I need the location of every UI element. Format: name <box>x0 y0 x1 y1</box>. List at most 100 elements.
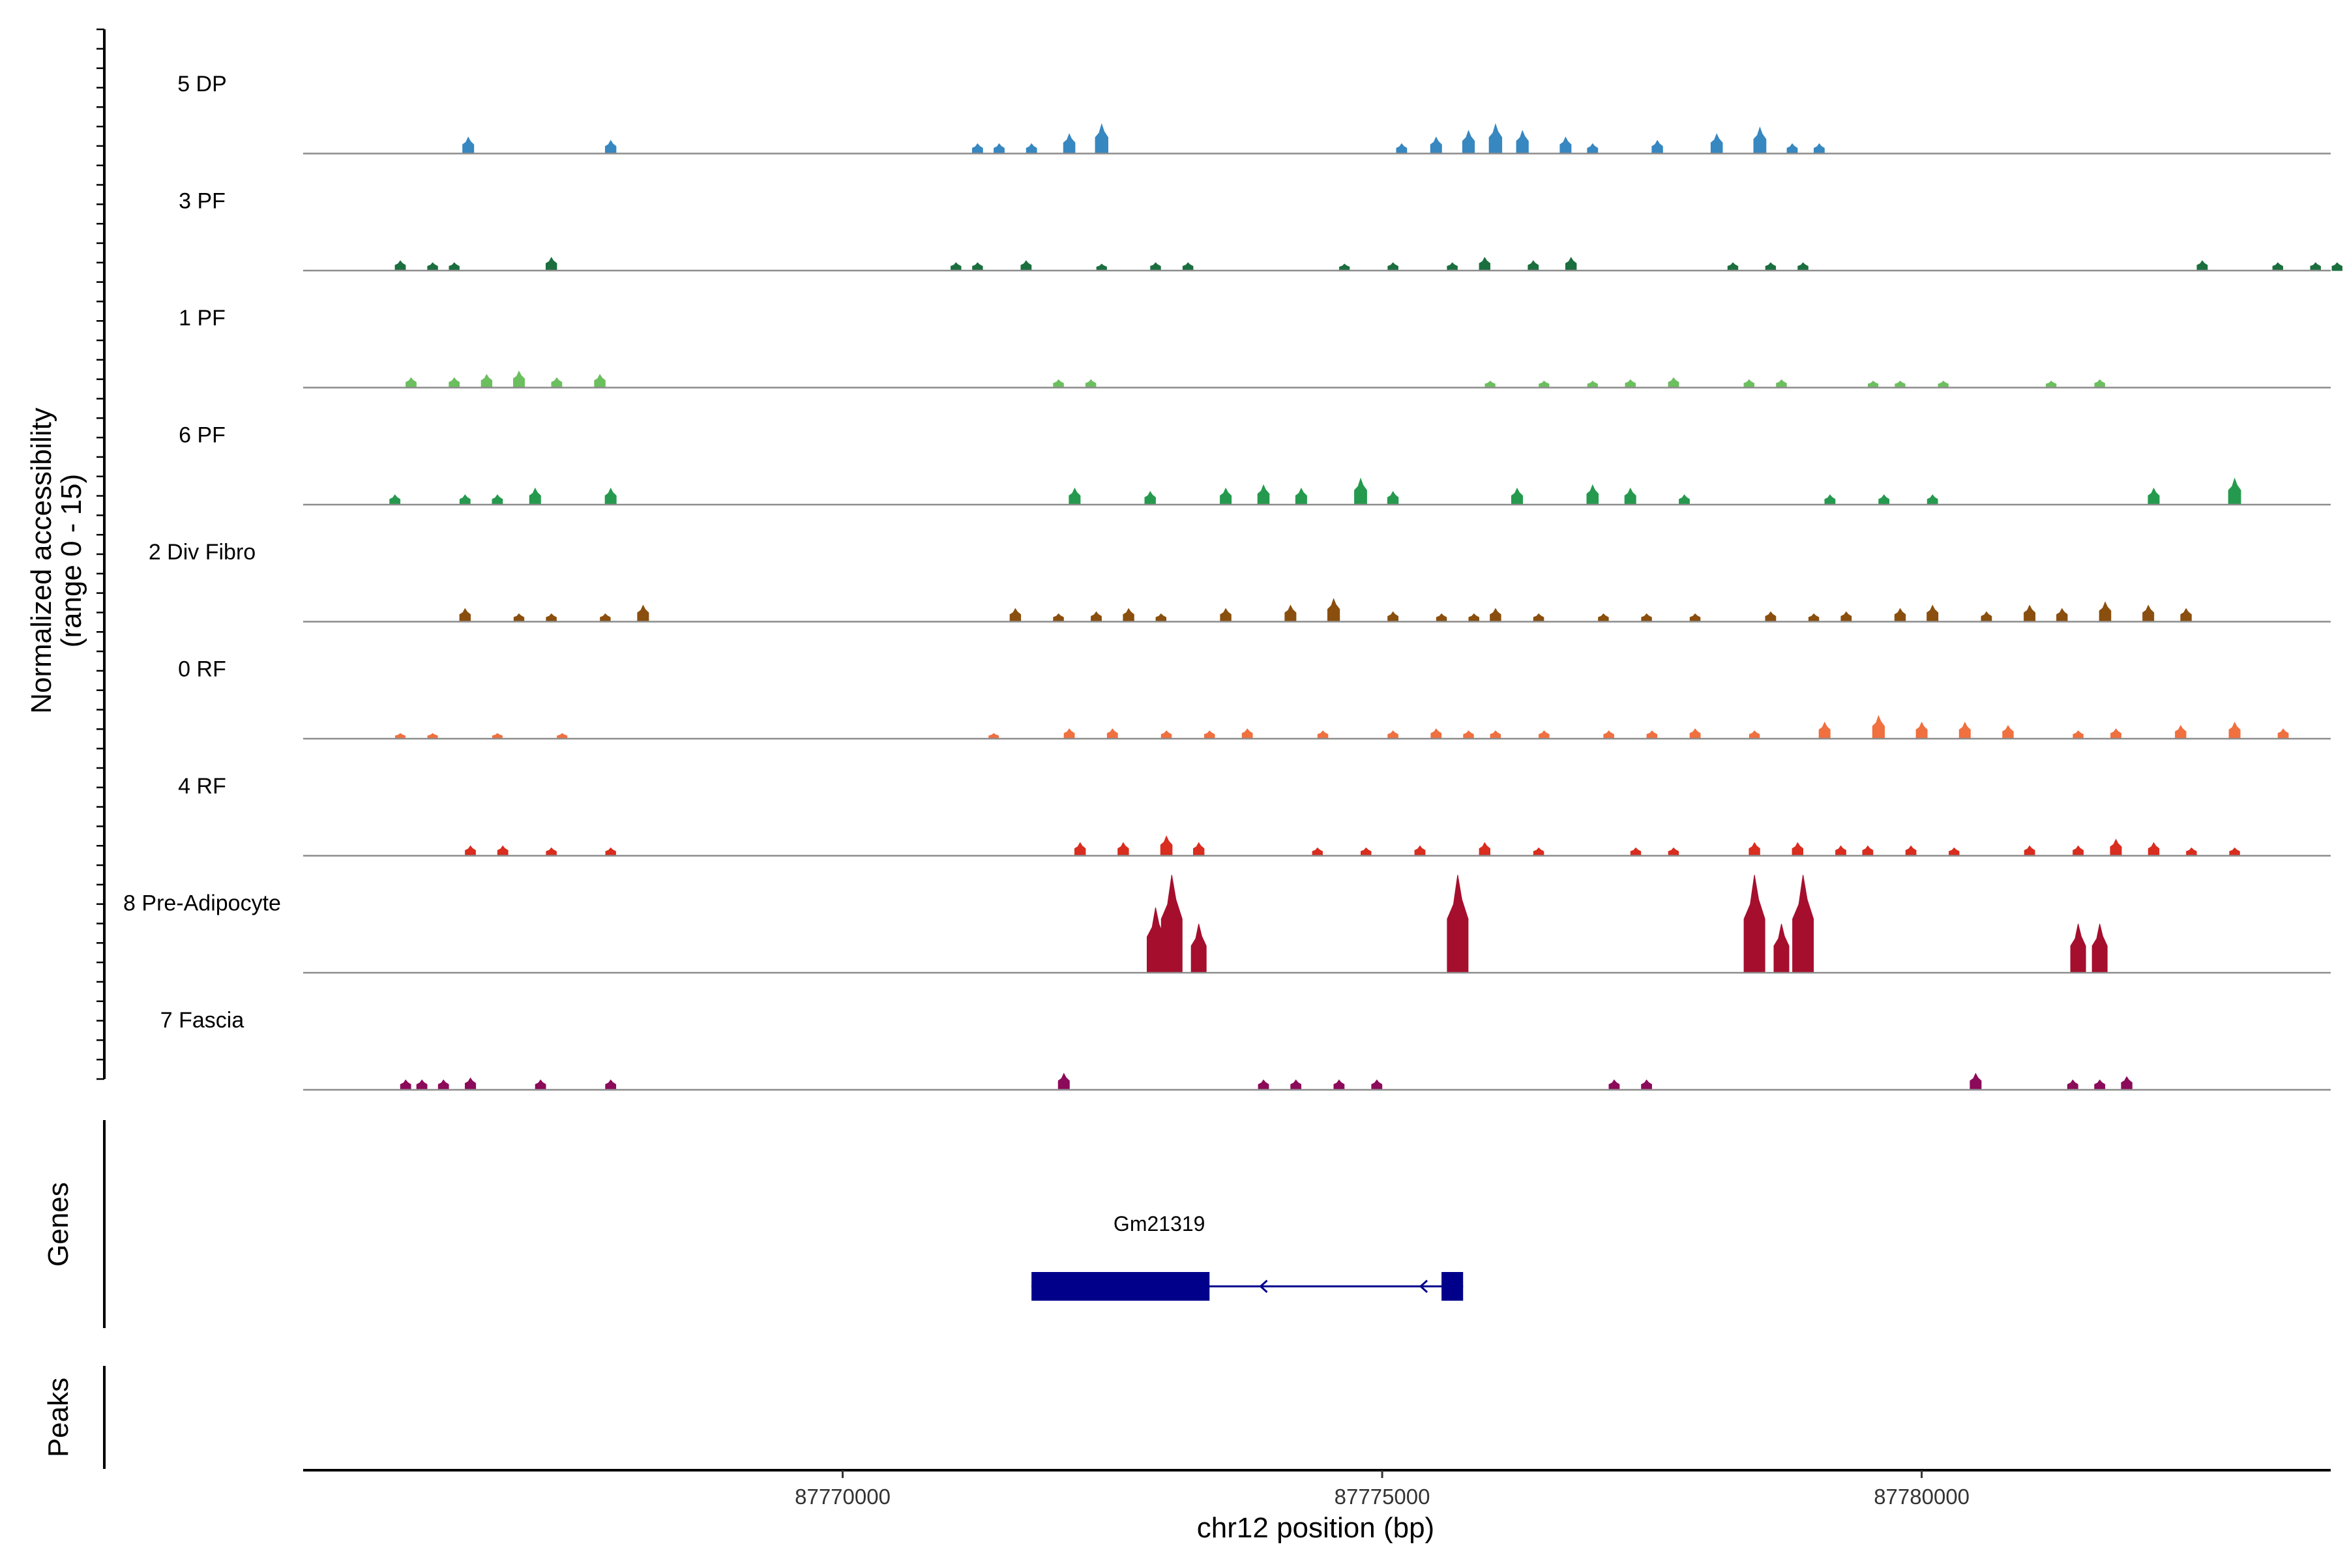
coverage-peak <box>1020 260 1032 271</box>
coverage-peak <box>1290 1079 1302 1090</box>
coverage-peak <box>1862 845 1874 856</box>
coverage-peak <box>1414 845 1426 856</box>
coverage-peak <box>1895 380 1906 388</box>
coverage-peak <box>459 494 471 505</box>
coverage-tracks: 5 DP 3 PF 1 PF 6 PF 2 Div Fibro 0 RF 4 RF 8 Pre… <box>123 72 2342 1091</box>
coverage-peak <box>2110 838 2122 856</box>
coverage-peak <box>1430 728 1442 739</box>
coverage-peak <box>1981 611 1992 622</box>
coverage-peak <box>2142 604 2155 622</box>
coverage-peak <box>2099 601 2112 622</box>
coverage-peak <box>1598 613 1609 622</box>
coverage-peak <box>1053 613 1064 622</box>
coverage-peak <box>594 374 606 388</box>
track-0-rf: 0 RF <box>178 657 2331 740</box>
coverage-peak <box>1430 136 1442 154</box>
coverage-peak <box>1057 1072 1070 1090</box>
coverage-peak <box>1026 143 1037 154</box>
coverage-peak <box>480 374 493 388</box>
track-1-pf: 1 PF <box>179 306 2331 389</box>
y-axis: Normalized accessibility (range 0 - 15) <box>25 28 106 1080</box>
coverage-peak <box>1117 842 1129 856</box>
y-axis-title: Normalized accessibility <box>25 407 57 713</box>
coverage-peak <box>1063 133 1076 154</box>
gene-gm21319: Gm21319 <box>1031 1212 1464 1301</box>
coverage-peak <box>1511 487 1523 505</box>
coverage-peak <box>1447 874 1469 973</box>
coverage-peak <box>1797 262 1808 271</box>
x-axis: chr12 position (bp) 87770000 87775000 8778… <box>303 1469 2331 1544</box>
coverage-peak <box>1447 262 1458 271</box>
coverage-peak <box>637 604 649 622</box>
coverage-peak <box>1938 380 1949 388</box>
coverage-peak <box>1539 730 1550 739</box>
coverage-peak <box>1868 380 1879 388</box>
coverage-peak <box>2277 728 2289 739</box>
coverage-peak <box>1586 484 1599 505</box>
x-tick-label: 87770000 <box>795 1485 891 1509</box>
coverage-peak <box>1096 263 1107 271</box>
coverage-peak <box>1926 494 1938 505</box>
coverage-peak <box>400 1079 411 1090</box>
coverage-peak <box>2196 260 2208 271</box>
track-label: 6 PF <box>179 423 226 448</box>
coverage-peak <box>449 262 460 271</box>
coverage-peak <box>1160 835 1173 856</box>
track-5-dp: 5 DP <box>177 72 2331 155</box>
coverage-peak <box>2229 847 2240 856</box>
coverage-peak <box>459 608 471 622</box>
coverage-peak <box>1773 923 1790 973</box>
coverage-peak <box>2056 608 2068 622</box>
coverage-peak <box>1463 730 1474 739</box>
coverage-peak <box>513 613 525 622</box>
coverage-peak <box>1559 136 1572 154</box>
coverage-peak <box>1533 613 1544 622</box>
coverage-peak <box>2073 730 2084 739</box>
coverage-peak <box>2121 1076 2133 1090</box>
coverage-peak <box>546 613 557 622</box>
coverage-peak <box>1679 494 1690 505</box>
coverage-peak <box>2067 1079 2078 1090</box>
coverage-peak <box>2148 842 2160 856</box>
coverage-peak <box>1753 126 1767 154</box>
coverage-peak <box>1533 847 1544 856</box>
coverage-peak <box>2024 604 2036 622</box>
x-tick-label: 87780000 <box>1874 1485 1970 1509</box>
coverage-peak <box>2094 379 2105 388</box>
coverage-peak <box>1749 842 1760 856</box>
track-4-rf: 4 RF <box>178 774 2331 857</box>
coverage-peak <box>1727 262 1739 271</box>
coverage-peak <box>546 257 557 271</box>
coverage-peak <box>1327 598 1340 622</box>
coverage-peak <box>951 262 962 271</box>
coverage-peak <box>600 613 611 622</box>
coverage-peak <box>1488 123 1503 154</box>
coverage-peak <box>1641 613 1652 622</box>
coverage-peak <box>427 262 438 271</box>
coverage-peak <box>1689 728 1701 739</box>
coverage-peak <box>1608 1079 1620 1090</box>
coverage-peak <box>1258 1079 1269 1090</box>
coverage-peak <box>1641 1079 1652 1090</box>
coverage-peak <box>994 143 1005 154</box>
coverage-peak <box>1361 847 1372 856</box>
coverage-peak <box>449 377 460 388</box>
coverage-peak <box>1792 874 1814 973</box>
coverage-peak <box>1241 728 1253 739</box>
coverage-peak <box>1312 847 1323 856</box>
coverage-peak <box>2094 1079 2106 1090</box>
coverage-peak <box>1905 845 1917 856</box>
coverage-peak <box>1387 611 1398 622</box>
track-label: 7 Fascia <box>160 1008 244 1033</box>
coverage-peak <box>605 1079 617 1090</box>
coverage-peak <box>1840 611 1852 622</box>
track-3-pf: 3 PF <box>179 189 2342 272</box>
coverage-peak <box>1516 130 1529 154</box>
coverage-peak <box>462 136 475 154</box>
coverage-peak <box>465 1077 477 1090</box>
coverage-peak <box>1387 262 1398 271</box>
coverage-peak <box>1339 263 1350 271</box>
coverage-peak <box>546 847 557 856</box>
coverage-peak <box>2002 725 2014 739</box>
